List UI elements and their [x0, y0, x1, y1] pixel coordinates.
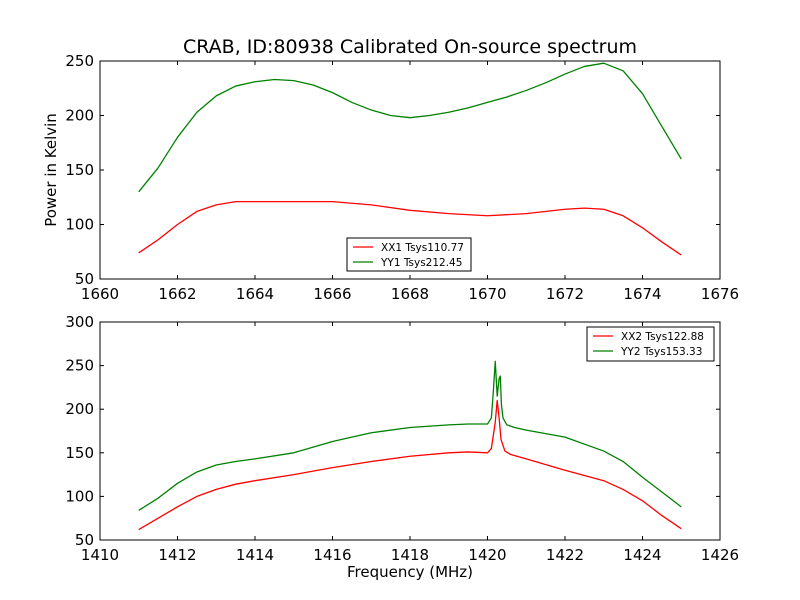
legend-box-1 [586, 326, 715, 362]
x-tick-label-0-5: 1670 [468, 285, 506, 303]
y-tick-label-0-4: 250 [65, 52, 94, 70]
y-tick-label-0-0: 50 [75, 270, 94, 288]
y-tick-label-1-2: 150 [65, 444, 94, 462]
figure-title: CRAB, ID:80938 Calibrated On-source spec… [183, 36, 637, 58]
x-tick-label-1-4: 1418 [391, 546, 429, 564]
y-tick-label-0-3: 200 [65, 107, 94, 125]
legend-label-1-0: XX2 Tsys122.88 [621, 331, 704, 343]
legend-0: XX1 Tsys110.77 YY1 Tsys212.45 [346, 237, 472, 272]
x-tick-label-0-2: 1664 [236, 285, 274, 303]
bottom-spectrum-panel: 1410 1412 1414 1416 1418 1420 1422 1424 1426 50 10… [65, 313, 739, 581]
x-tick-label-0-0: 1660 [81, 285, 119, 303]
x-tick-label-0-7: 1674 [623, 285, 661, 303]
legend-box-0 [346, 237, 472, 272]
y-axis-label-0: Power in Kelvin [42, 113, 60, 227]
y-tick-label-1-3: 200 [65, 400, 94, 418]
legend-label-0-0: XX1 Tsys110.77 [381, 242, 464, 254]
x-tick-label-1-2: 1414 [236, 546, 274, 564]
series-line-0-1 [138, 62, 682, 193]
y-tick-label-0-2: 150 [65, 161, 94, 179]
legend-1: XX2 Tsys122.88 YY2 Tsys153.33 [586, 326, 715, 362]
x-tick-label-1-8: 1426 [701, 546, 739, 564]
x-tick-label-0-1: 1662 [158, 285, 196, 303]
x-tick-label-1-0: 1410 [81, 546, 119, 564]
y-tick-label-1-5: 300 [65, 313, 94, 331]
series-line-0-0 [138, 200, 682, 256]
top-spectrum-panel: 1660 1662 1664 1666 1668 1670 1672 1674 1676 50 10… [42, 52, 739, 303]
x-tick-label-0-6: 1672 [546, 285, 584, 303]
x-axis-label-1: Frequency (MHz) [347, 563, 473, 581]
y-tick-label-1-4: 250 [65, 357, 94, 375]
series-line-1-0 [138, 399, 682, 531]
legend-label-0-1: YY1 Tsys212.45 [380, 257, 462, 269]
x-tick-label-0-8: 1676 [701, 285, 739, 303]
x-tick-label-1-3: 1416 [313, 546, 351, 564]
legend-label-1-1: YY2 Tsys153.33 [620, 346, 702, 358]
x-tick-label-0-3: 1666 [313, 285, 351, 303]
x-tick-label-1-5: 1420 [468, 546, 506, 564]
y-tick-label-1-0: 50 [75, 531, 94, 549]
x-tick-label-1-6: 1422 [546, 546, 584, 564]
y-tick-label-1-1: 100 [65, 487, 94, 505]
x-tick-label-0-4: 1668 [391, 285, 429, 303]
x-tick-label-1-1: 1412 [158, 546, 196, 564]
y-tick-label-0-1: 100 [65, 216, 94, 234]
x-tick-label-1-7: 1424 [623, 546, 661, 564]
series-line-1-1 [138, 360, 682, 511]
